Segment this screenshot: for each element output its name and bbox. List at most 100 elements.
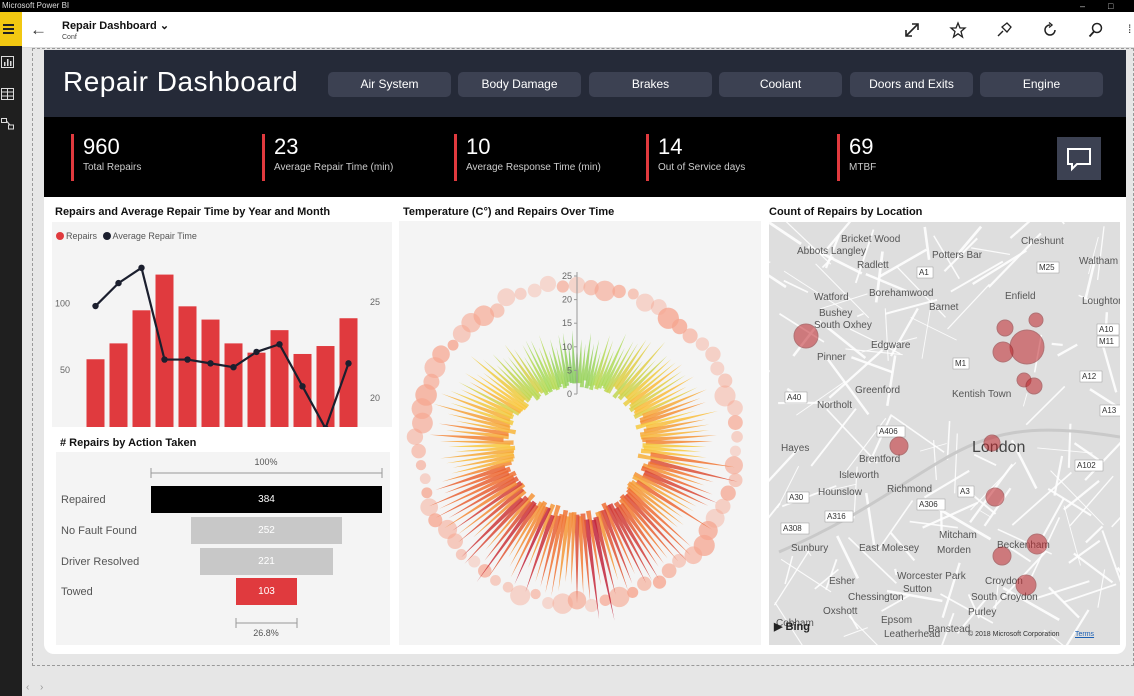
repair-bubble[interactable] — [652, 575, 667, 589]
temperature-spike[interactable] — [438, 423, 509, 437]
temperature-spike[interactable] — [608, 503, 652, 581]
temperature-spike[interactable] — [502, 357, 541, 401]
temperature-spike[interactable] — [530, 340, 555, 390]
repair-bubble[interactable] — [473, 305, 495, 327]
temperature-spike[interactable] — [492, 354, 534, 398]
model-icon[interactable] — [1, 118, 14, 130]
temperature-spike[interactable] — [539, 335, 560, 391]
repairs-bar[interactable] — [155, 274, 174, 427]
temperature-spike[interactable] — [617, 341, 666, 397]
repair-bubble[interactable] — [415, 459, 427, 471]
repair-location-bubble[interactable] — [992, 546, 1012, 566]
kpi-total-repairs[interactable]: 960 Total Repairs — [71, 134, 141, 181]
repair-bubble[interactable] — [684, 546, 703, 565]
temperature-spike[interactable] — [455, 420, 517, 435]
temperature-spike[interactable] — [451, 456, 514, 474]
repair-bubble[interactable] — [527, 283, 542, 298]
repair-bubble[interactable] — [502, 581, 514, 593]
repair-bubble[interactable] — [411, 443, 426, 459]
repair-bubble[interactable] — [490, 303, 505, 318]
repair-bubble[interactable] — [718, 373, 733, 388]
repair-bubble[interactable] — [695, 337, 710, 351]
temperature-spike[interactable] — [577, 339, 582, 384]
temperature-spike[interactable] — [633, 387, 698, 419]
temperature-spike[interactable] — [545, 513, 565, 594]
temperature-spike[interactable] — [476, 374, 528, 411]
temperature-spike[interactable] — [551, 509, 569, 597]
avg-repair-time-point[interactable] — [299, 383, 306, 390]
temperature-spike[interactable] — [626, 484, 678, 528]
temperature-spike[interactable] — [641, 472, 709, 506]
nav-button-doors-and-exits[interactable]: Doors and Exits — [850, 72, 973, 97]
qna-chat-button[interactable] — [1057, 137, 1101, 180]
temperature-spike[interactable] — [550, 339, 564, 385]
temperature-spike[interactable] — [558, 516, 571, 592]
temperature-spike[interactable] — [562, 332, 572, 383]
repair-bubble[interactable] — [542, 597, 555, 610]
repair-bubble[interactable] — [671, 318, 688, 335]
nav-button-air-system[interactable]: Air System — [328, 72, 451, 97]
temperature-spike[interactable] — [623, 355, 668, 399]
repair-location-bubble[interactable] — [996, 319, 1014, 337]
repair-bubble[interactable] — [682, 328, 698, 344]
temperature-spike[interactable] — [642, 443, 707, 448]
temperature-spike[interactable] — [441, 393, 512, 422]
temperature-spike[interactable] — [574, 514, 580, 604]
temperature-spike[interactable] — [525, 340, 554, 393]
repair-bubble[interactable] — [714, 385, 736, 407]
temperature-spike[interactable] — [469, 381, 523, 414]
temperature-spike[interactable] — [450, 390, 515, 420]
repair-location-bubble[interactable] — [889, 436, 909, 456]
repair-bubble[interactable] — [468, 555, 481, 568]
temperature-spike[interactable] — [650, 452, 735, 468]
temperature-spike[interactable] — [577, 516, 584, 595]
temperature-spike[interactable] — [640, 465, 713, 495]
temperature-spike[interactable] — [647, 461, 714, 483]
temperature-spike[interactable] — [580, 513, 591, 602]
avg-repair-time-point[interactable] — [138, 264, 145, 272]
repair-bubble[interactable] — [729, 445, 741, 457]
repairs-bar[interactable] — [109, 343, 128, 427]
temperature-spike[interactable] — [639, 398, 701, 423]
repair-bubble[interactable] — [539, 275, 557, 293]
radial-chart-panel[interactable]: 0 5 10 15 20 25 — [399, 221, 761, 645]
temperature-spike[interactable] — [440, 440, 514, 445]
repair-bubble[interactable] — [594, 280, 616, 302]
nav-button-body-damage[interactable]: Body Damage — [458, 72, 581, 97]
scroll-left-icon[interactable]: ‹ — [26, 682, 30, 693]
avg-repair-time-point[interactable] — [92, 302, 99, 310]
temperature-spike[interactable] — [629, 371, 682, 409]
temperature-spike[interactable] — [632, 474, 695, 512]
temperature-spike[interactable] — [572, 330, 577, 384]
repair-location-bubble[interactable] — [1015, 574, 1037, 596]
repair-location-bubble[interactable] — [992, 341, 1014, 363]
temperature-spike[interactable] — [461, 496, 524, 558]
repair-bubble[interactable] — [455, 549, 467, 561]
repair-bubble[interactable] — [637, 576, 652, 591]
avg-repair-time-point[interactable] — [253, 348, 260, 356]
temperature-spike[interactable] — [633, 376, 694, 413]
repair-bubble[interactable] — [447, 339, 459, 351]
temperature-spike[interactable] — [630, 479, 684, 518]
temperature-spike[interactable] — [452, 453, 515, 468]
kpi-mtbf[interactable]: 69 MTBF — [837, 134, 876, 181]
temperature-spike[interactable] — [476, 500, 537, 582]
temperature-spike[interactable] — [598, 510, 629, 591]
temperature-spike[interactable] — [433, 404, 511, 428]
temperature-spike[interactable] — [522, 344, 551, 393]
funnel-bar-no-fault-found[interactable]: 252 — [190, 517, 343, 544]
repairs-bar[interactable] — [339, 318, 358, 427]
repair-bubble[interactable] — [731, 430, 743, 443]
report-icon[interactable] — [1, 56, 14, 68]
temperature-spike[interactable] — [626, 487, 692, 547]
temperature-spike[interactable] — [629, 364, 683, 405]
repair-bubble[interactable] — [556, 280, 569, 293]
pin-icon[interactable] — [995, 21, 1013, 39]
dashboard-selector[interactable]: Repair Dashboard ⌄ — [62, 19, 169, 32]
temperature-spike[interactable] — [590, 519, 615, 621]
repair-bubble[interactable] — [627, 288, 639, 300]
hamburger-menu-button[interactable] — [0, 12, 22, 46]
funnel-panel[interactable]: 100% 26.8% Repaired No Fault Found Drive… — [56, 452, 390, 645]
data-grid-icon[interactable] — [1, 88, 14, 100]
